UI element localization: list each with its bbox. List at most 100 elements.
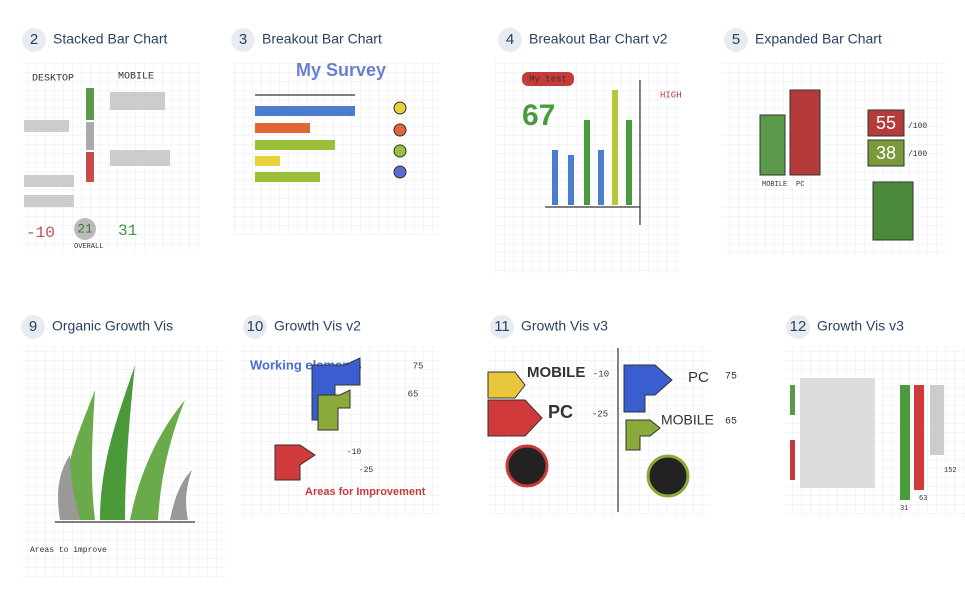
- sketch-text: MOBILE: [661, 412, 714, 428]
- sketch-text: 152: [944, 467, 957, 475]
- sketch-bar: [598, 150, 604, 205]
- sketch-text: 31: [900, 505, 908, 513]
- card-title[interactable]: Stacked Bar Chart: [53, 31, 167, 47]
- sketch-text: Areas to improve: [30, 546, 107, 555]
- sketch-bar: [930, 385, 944, 455]
- sketch-bar: [255, 172, 320, 182]
- sketch-text: PC: [796, 181, 804, 189]
- number-badge: [22, 28, 46, 52]
- sketch-bar: [552, 150, 558, 205]
- sketch-box: [867, 109, 905, 137]
- thumbnail[interactable]: My test 67 HIGH: [495, 60, 682, 275]
- number-badge: [498, 28, 522, 52]
- sketch-leaf: [100, 365, 135, 520]
- card-title[interactable]: Growth Vis v3: [521, 318, 608, 334]
- sketch-bar: [86, 88, 94, 120]
- sketch-bar: [759, 114, 786, 176]
- sketch-text: PC: [548, 402, 573, 422]
- thumbnail[interactable]: My Survey: [232, 60, 440, 235]
- sketch-text: -10: [347, 448, 362, 457]
- sketch-text: MOBILE: [118, 72, 154, 83]
- card-title[interactable]: Breakout Bar Chart v2: [529, 31, 668, 47]
- sketch-text: 65: [408, 389, 419, 399]
- sketch-leaf: [130, 400, 185, 520]
- sketch-bar: [789, 89, 821, 176]
- card-title[interactable]: Growth Vis v3: [817, 318, 904, 334]
- card-number: 9: [29, 318, 37, 335]
- sketch-text: 55: [876, 113, 896, 133]
- thumbnail[interactable]: Working elements Areas for Improvement 7…: [240, 345, 440, 517]
- sketch-bar: [24, 120, 69, 132]
- sketch-text: PC: [688, 369, 709, 386]
- sketch-text: -25: [592, 409, 608, 419]
- sketch-text: 63: [919, 495, 927, 503]
- sketch-text: 75: [413, 361, 424, 371]
- sketch-bar: [612, 90, 618, 205]
- sketch-text: 31: [118, 222, 137, 240]
- sketch-bar: [110, 150, 170, 166]
- card-number: 4: [506, 31, 514, 48]
- card-number: 11: [494, 318, 510, 335]
- thumbnail[interactable]: Areas to improve: [20, 345, 225, 580]
- sketch-bar: [900, 385, 910, 500]
- sketch-arrow: [625, 419, 661, 451]
- thumbnail[interactable]: 55 38 /100 /100 MOBILE PC: [722, 60, 945, 255]
- sketch-icon: [393, 165, 407, 179]
- sketch-bar: [568, 155, 574, 205]
- sketch-arrow: [317, 389, 351, 431]
- sketch-icon: [393, 101, 407, 115]
- sketch-text: HIGH: [660, 90, 682, 100]
- sketch-bar: [790, 440, 795, 480]
- sketch-text: /100: [908, 122, 927, 131]
- sketch-icon: [646, 454, 690, 498]
- sketch-text: -25: [359, 466, 374, 475]
- sketch-bar: [24, 195, 74, 207]
- sketch-bar: [584, 120, 590, 205]
- sketch-circle: [74, 218, 96, 240]
- sketch-block: [800, 378, 875, 488]
- sketch-bar: [255, 156, 280, 166]
- sketch-text: 65: [725, 417, 737, 428]
- thumbnail[interactable]: 31 63 152: [785, 345, 965, 517]
- sketch-leaf: [58, 455, 80, 520]
- sketch-text: My test: [529, 74, 567, 84]
- sketch-bar: [24, 175, 74, 187]
- sketch-bar: [255, 106, 355, 116]
- sketch-text: 21: [77, 221, 93, 236]
- sketch-text: Areas for Improvement: [305, 486, 426, 498]
- sketch-text: 75: [725, 372, 737, 383]
- sketch-text: My Survey: [296, 60, 386, 80]
- sketch-arrow: [274, 444, 316, 481]
- sketch-label: [522, 72, 574, 86]
- number-badge: [21, 315, 45, 339]
- sketch-arrow: [623, 364, 673, 413]
- thumbnail[interactable]: DESKTOP MOBILE -10 21 31 OVERALL: [20, 60, 200, 252]
- sketch-text: -10: [593, 369, 609, 379]
- sketch-arrow: [487, 371, 526, 399]
- sketch-text: /100: [908, 150, 927, 159]
- sketch-icon: [505, 444, 549, 488]
- number-badge: [243, 315, 267, 339]
- thumbnail[interactable]: MOBILE PC -10 -25 PC MOBILE 75 65: [487, 345, 737, 517]
- sketch-bar: [790, 385, 795, 415]
- card-title[interactable]: Breakout Bar Chart: [262, 31, 382, 47]
- sketch-bar: [86, 152, 94, 182]
- sketch-box: [867, 139, 905, 167]
- card-title[interactable]: Expanded Bar Chart: [755, 31, 882, 47]
- sketch-icon: [393, 123, 407, 137]
- sketch-bar: [626, 120, 632, 205]
- number-badge: [231, 28, 255, 52]
- sketch-bar: [255, 123, 310, 133]
- sketch-bar: [255, 140, 335, 150]
- card-title[interactable]: Organic Growth Vis: [52, 318, 173, 334]
- card-title[interactable]: Growth Vis v2: [274, 318, 361, 334]
- sketch-text: 67: [522, 99, 555, 132]
- card-number: 12: [790, 318, 807, 335]
- sketch-text: MOBILE: [762, 181, 787, 189]
- sketch-bar: [110, 92, 165, 110]
- sketch-bar: [914, 385, 924, 490]
- number-badge: [724, 28, 748, 52]
- sketch-leaf: [170, 470, 192, 520]
- card-number: 2: [30, 31, 38, 48]
